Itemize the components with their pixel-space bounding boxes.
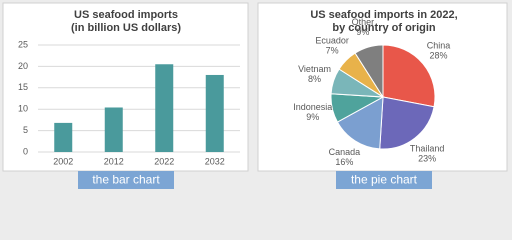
chart-title: by country of origin <box>332 22 436 34</box>
y-tick-label: 5 <box>23 125 28 135</box>
chart-title: (in billion US dollars) <box>71 22 181 34</box>
slice-value: 7% <box>326 45 339 55</box>
slice-value: 28% <box>429 50 447 60</box>
caption-box <box>336 171 432 189</box>
x-tick-label: 2032 <box>205 156 225 166</box>
slice-label: Indonesia <box>293 102 332 112</box>
chart: US seafood imports(in billion US dollars… <box>2 2 508 189</box>
pie-slice <box>379 96 435 150</box>
caption-box <box>78 171 174 189</box>
x-tick-label: 2012 <box>104 156 124 166</box>
y-tick-label: 10 <box>18 104 28 114</box>
page: US seafood imports (in billion US dollars… <box>2 2 508 189</box>
slice-label: Other <box>352 17 375 27</box>
bar <box>54 122 73 152</box>
slice-label: Thailand <box>410 143 445 153</box>
slice-label: Canada <box>329 147 361 157</box>
x-tick-label: 2002 <box>53 156 73 166</box>
slice-label: Ecuador <box>315 35 349 45</box>
caption: the pie chart <box>351 173 418 187</box>
pie-slice <box>382 44 436 108</box>
y-tick-label: 25 <box>18 39 28 49</box>
chart-title: US seafood imports <box>74 9 178 21</box>
slice-value: 9% <box>356 27 369 37</box>
slice-value: 23% <box>418 153 436 163</box>
slice-value: 9% <box>306 112 319 122</box>
y-tick-label: 0 <box>23 146 28 156</box>
caption: the bar chart <box>92 173 160 187</box>
bar <box>155 64 174 152</box>
slice-value: 16% <box>335 157 353 167</box>
slice-label: China <box>427 40 451 50</box>
bar <box>205 74 224 152</box>
pie-slice <box>354 44 384 99</box>
bar <box>104 107 123 152</box>
y-tick-label: 20 <box>18 61 28 71</box>
chart-title: US seafood imports in 2022, <box>310 9 457 21</box>
slice-value: 8% <box>308 74 321 84</box>
pie-slice <box>336 96 384 150</box>
slice-label: Vietnam <box>298 64 331 74</box>
x-tick-label: 2022 <box>154 156 174 166</box>
y-tick-label: 15 <box>18 82 28 92</box>
